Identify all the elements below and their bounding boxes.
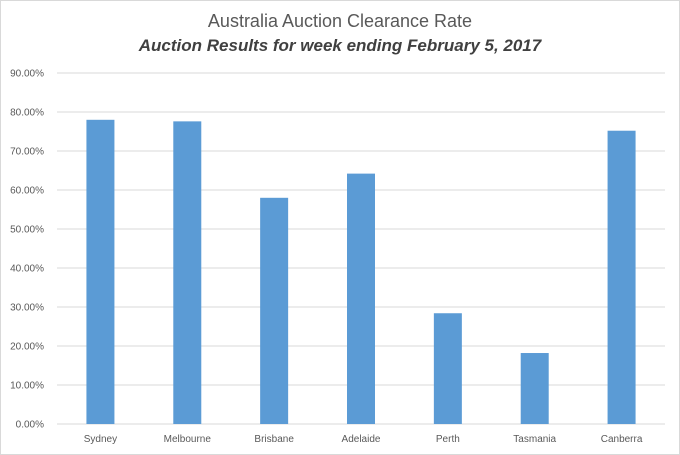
bar-sydney xyxy=(86,119,115,425)
chart-subtitle: Auction Results for week ending February… xyxy=(138,36,542,55)
y-axis-ticks: 0.00% 10.00% 20.00% 30.00% 40.00% 50.00% 60.00… xyxy=(10,69,44,431)
y-tick-label: 90.00% xyxy=(10,69,44,80)
y-tick-label: 50.00% xyxy=(10,225,44,236)
bars xyxy=(86,119,636,425)
x-tick-label: Brisbane xyxy=(254,434,294,445)
y-tick-label: 60.00% xyxy=(10,186,44,197)
bar-brisbane xyxy=(260,197,289,424)
bar-melbourne xyxy=(173,121,202,425)
x-tick-label: Perth xyxy=(436,434,460,445)
bar-canberra xyxy=(607,130,636,424)
y-tick-label: 70.00% xyxy=(10,147,44,158)
x-tick-label: Canberra xyxy=(601,434,643,445)
y-tick-label: 30.00% xyxy=(10,303,44,314)
bar-adelaide xyxy=(347,173,375,424)
x-tick-label: Adelaide xyxy=(342,434,381,445)
y-tick-label: 20.00% xyxy=(10,342,44,353)
bar-tasmania xyxy=(520,353,549,424)
x-tick-label: Tasmania xyxy=(513,434,556,445)
y-tick-label: 40.00% xyxy=(10,264,44,275)
x-tick-label: Sydney xyxy=(84,434,117,445)
chart-title: Australia Auction Clearance Rate xyxy=(207,11,473,31)
y-tick-label: 10.00% xyxy=(10,381,44,392)
x-tick-label: Melbourne xyxy=(164,434,212,445)
y-tick-label: 80.00% xyxy=(10,108,44,119)
x-axis-ticks: Sydney Melbourne Brisbane Adelaide Perth Tasm… xyxy=(84,434,643,445)
y-tick-label: 0.00% xyxy=(16,420,44,431)
bar-perth xyxy=(433,313,462,424)
